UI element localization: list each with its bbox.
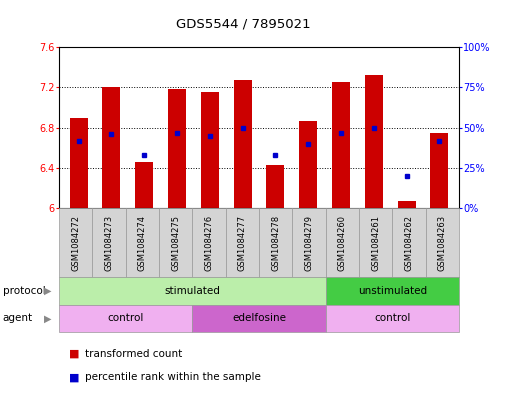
Text: GSM1084263: GSM1084263	[438, 215, 447, 271]
Bar	[266, 165, 285, 208]
Text: ▶: ▶	[44, 313, 51, 323]
Text: control: control	[108, 313, 144, 323]
Text: GSM1084273: GSM1084273	[105, 215, 113, 271]
Text: ▶: ▶	[44, 286, 51, 296]
Bar	[70, 118, 88, 208]
Bar	[103, 88, 121, 208]
Text: GSM1084260: GSM1084260	[338, 215, 347, 271]
Bar	[332, 83, 350, 208]
Text: control: control	[374, 313, 410, 323]
Text: unstimulated: unstimulated	[358, 286, 427, 296]
Text: stimulated: stimulated	[165, 286, 220, 296]
Bar	[168, 90, 186, 208]
Bar	[365, 75, 383, 208]
Text: edelfosine: edelfosine	[232, 313, 286, 323]
Text: GSM1084262: GSM1084262	[405, 215, 413, 271]
Bar	[299, 121, 317, 208]
Text: GSM1084279: GSM1084279	[305, 215, 313, 271]
Text: ■: ■	[69, 372, 80, 382]
Bar	[233, 81, 252, 208]
Bar	[135, 162, 153, 208]
Bar	[201, 92, 219, 208]
Text: transformed count: transformed count	[85, 349, 182, 359]
Text: GSM1084272: GSM1084272	[71, 215, 80, 271]
Text: ■: ■	[69, 349, 80, 359]
Text: GSM1084275: GSM1084275	[171, 215, 180, 271]
Text: agent: agent	[3, 313, 33, 323]
Bar	[398, 201, 416, 208]
Bar	[430, 133, 448, 208]
Text: GSM1084278: GSM1084278	[271, 215, 280, 271]
Text: GSM1084261: GSM1084261	[371, 215, 380, 271]
Text: GDS5544 / 7895021: GDS5544 / 7895021	[176, 17, 311, 30]
Text: percentile rank within the sample: percentile rank within the sample	[85, 372, 261, 382]
Text: protocol: protocol	[3, 286, 45, 296]
Text: GSM1084277: GSM1084277	[238, 215, 247, 271]
Text: GSM1084274: GSM1084274	[138, 215, 147, 271]
Text: GSM1084276: GSM1084276	[205, 215, 213, 271]
